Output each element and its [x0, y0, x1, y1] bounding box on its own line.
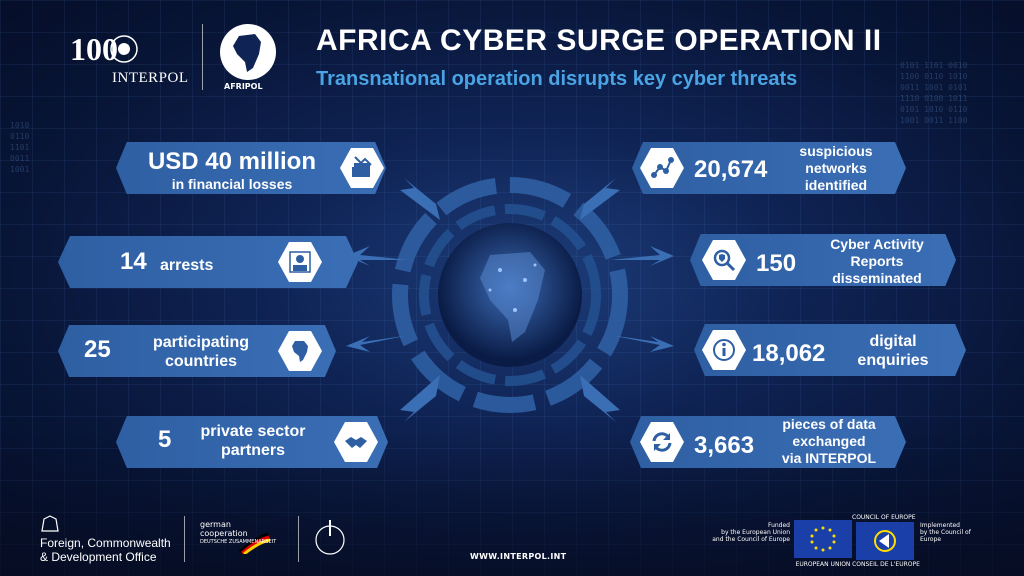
funded-label: Funded by the European Union and the Counc… — [712, 522, 790, 543]
emblem-icon — [315, 520, 345, 555]
africa-map-icon — [278, 331, 322, 371]
interpol-label: INTERPOL — [112, 70, 189, 86]
interpol-100-logo: 100 — [70, 31, 138, 67]
stat-financial-label: in financial losses — [171, 176, 293, 192]
stat-enquiries-value: 18,062 — [752, 340, 826, 367]
footer-divider-1 — [184, 516, 185, 562]
eu-flag-icon — [794, 520, 852, 558]
stat-enquiries-label: digital enquiries — [857, 333, 929, 369]
stat-data-label: pieces of data exchanged via INTERPOL — [781, 416, 877, 466]
stat-reports-value: 150 — [756, 250, 797, 277]
stat-partners-label: private sector partners — [200, 423, 306, 459]
stat-data-value: 3,663 — [694, 432, 755, 459]
background-code: 0101 1101 0010 1100 0110 1010 0011 1001 … — [900, 61, 968, 125]
german-cooperation-label: german cooperation DEUTSCHE ZUSAMMENARBEIT — [200, 520, 277, 545]
stat-arrests-value: 14 — [120, 248, 147, 275]
implemented-label: Implemented by the Council of Europe — [920, 522, 971, 543]
fco-label: Foreign, Commonwealth & Development Offic… — [40, 536, 171, 564]
eu-label: EUROPEAN UNION — [795, 561, 851, 568]
handshake-icon — [334, 422, 378, 462]
footer-divider-2 — [298, 516, 299, 562]
stat-arrests-label: arrests — [160, 257, 214, 274]
money-stack-icon — [340, 148, 384, 188]
uk-crest-icon — [41, 515, 59, 532]
coe-top-label: COUNCIL OF EUROPE — [852, 514, 916, 521]
stat-countries-value: 25 — [84, 336, 111, 363]
stat-reports-label: Cyber Activity Reports disseminated — [830, 236, 924, 286]
coe-flag-icon — [856, 522, 914, 560]
header-divider — [202, 24, 203, 90]
website-url[interactable]: WWW.INTERPOL.INT — [470, 552, 567, 561]
afripol-logo — [220, 24, 276, 80]
german-flag-swoosh — [238, 532, 270, 554]
page-subtitle: Transnational operation disrupts key cyb… — [316, 68, 798, 90]
stat-financial-value: USD 40 million — [147, 148, 317, 175]
svg-text:100: 100 — [70, 31, 118, 67]
stat-networks-label: suspicious networks identified — [799, 143, 873, 193]
afripol-label: AFRIPOL — [224, 82, 263, 91]
background-code-left: 1010 0110 1101 0011 1001 — [10, 121, 30, 174]
stat-partners-value: 5 — [158, 426, 172, 453]
stat-networks-value: 20,674 — [694, 156, 768, 183]
coe-label: CONSEIL DE L'EUROPE — [852, 561, 920, 568]
center-globe-graphic — [346, 177, 674, 422]
mugshot-icon — [278, 242, 322, 282]
stat-countries-label: participating countries — [152, 334, 249, 370]
page-title: AFRICA CYBER SURGE OPERATION II — [316, 24, 882, 57]
